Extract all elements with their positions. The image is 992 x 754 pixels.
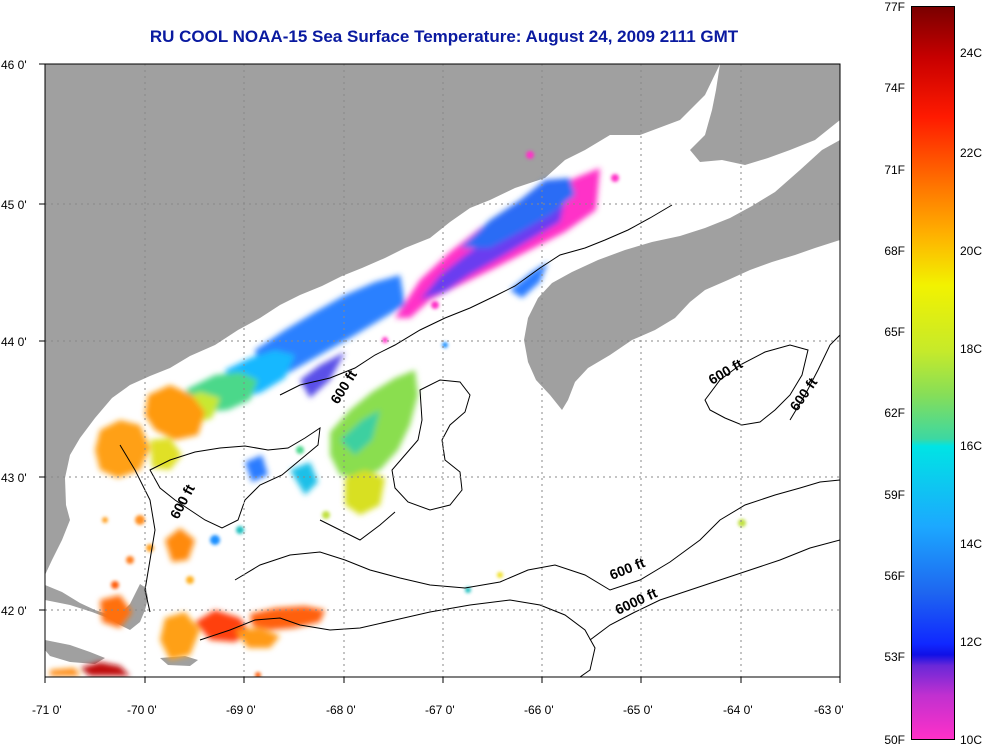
x-tick-label: -66 0': [524, 703, 554, 717]
x-tick-label: -67 0': [425, 703, 455, 717]
sst-speckles: [102, 151, 746, 677]
contour-600ft-coastal: [279, 204, 673, 396]
colorbar-f-label: 59F: [884, 488, 905, 502]
contour-inner-basin: [149, 426, 321, 529]
colorbar-f-label: 56F: [884, 569, 905, 583]
x-tick-label: -63 0': [814, 703, 844, 717]
sst-imagery: [50, 168, 600, 676]
x-tick-label: -64 0': [723, 703, 753, 717]
depth-contours: [119, 204, 840, 677]
land-maine-coast: [45, 64, 720, 575]
land-martha: [45, 640, 105, 664]
colorbar-c-label: 24C: [960, 46, 983, 60]
contour-south-shelf: [199, 599, 596, 677]
y-tick-label: 44 0': [1, 335, 27, 349]
x-tick-label: -71 0': [32, 703, 62, 717]
temperature-colorbar: [911, 6, 955, 740]
colorbar-c-label: 14C: [960, 537, 983, 551]
land-areas: [45, 64, 840, 666]
contour-jordan-basin: [391, 379, 471, 511]
x-tick-label: -65 0': [623, 703, 653, 717]
contour-georges: [234, 479, 840, 591]
land-new-brunswick: [690, 64, 840, 165]
colorbar-c-label: 12C: [960, 635, 983, 649]
colorbar-f-label: 53F: [884, 650, 905, 664]
contour-6000ft: [589, 539, 840, 641]
colorbar-f-label: 77F: [884, 0, 905, 14]
contour-mid-gulf: [319, 511, 396, 541]
contour-west-shelf: [119, 444, 156, 613]
contour-ns-2: [789, 334, 840, 421]
x-tick-label: -70 0': [127, 703, 157, 717]
colorbar-f-label: 71F: [884, 163, 905, 177]
map-title: RU COOL NOAA-15 Sea Surface Temperature:…: [149, 27, 739, 46]
x-tick-label: -68 0': [326, 703, 356, 717]
graticule: [45, 64, 840, 677]
colorbar-c-label: 10C: [960, 733, 983, 747]
colorbar-f-label: 74F: [884, 81, 905, 95]
colorbar-c-label: 22C: [960, 146, 983, 160]
x-tick-label: -69 0': [226, 703, 256, 717]
colorbar-f-label: 65F: [884, 325, 905, 339]
y-tick-label: 45 0': [1, 198, 27, 212]
colorbar-c-label: 18C: [960, 342, 983, 356]
colorbar-c-label: 16C: [960, 439, 983, 453]
colorbar-c-label: 20C: [960, 244, 983, 258]
land-nova-scotia: [524, 140, 840, 410]
colorbar-f-label: 62F: [884, 406, 905, 420]
x-axis-labels: -71 0' -70 0' -69 0' -68 0' -67 0' -66 0…: [32, 703, 844, 717]
y-tick-label: 46 0': [1, 58, 27, 72]
contour-ns-1: [704, 344, 809, 426]
y-tick-label: 43 0': [1, 471, 27, 485]
y-axis-labels: 46 0' 45 0' 44 0' 43 0' 42 0': [1, 58, 27, 618]
colorbar-f-label: 68F: [884, 244, 905, 258]
colorbar-f-label: 50F: [884, 733, 905, 747]
axis-ticks: [39, 63, 841, 683]
y-tick-label: 42 0': [1, 604, 27, 618]
